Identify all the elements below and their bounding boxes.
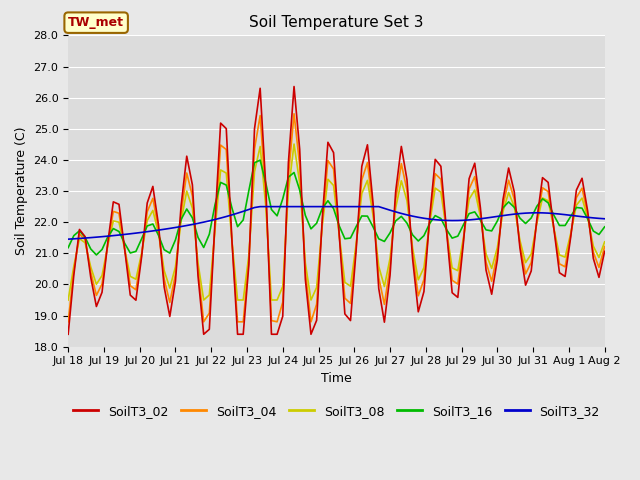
Y-axis label: Soil Temperature (C): Soil Temperature (C) (15, 127, 28, 255)
Legend: SoilT3_02, SoilT3_04, SoilT3_08, SoilT3_16, SoilT3_32: SoilT3_02, SoilT3_04, SoilT3_08, SoilT3_… (68, 400, 605, 423)
Text: TW_met: TW_met (68, 16, 124, 29)
X-axis label: Time: Time (321, 372, 352, 385)
Title: Soil Temperature Set 3: Soil Temperature Set 3 (249, 15, 424, 30)
